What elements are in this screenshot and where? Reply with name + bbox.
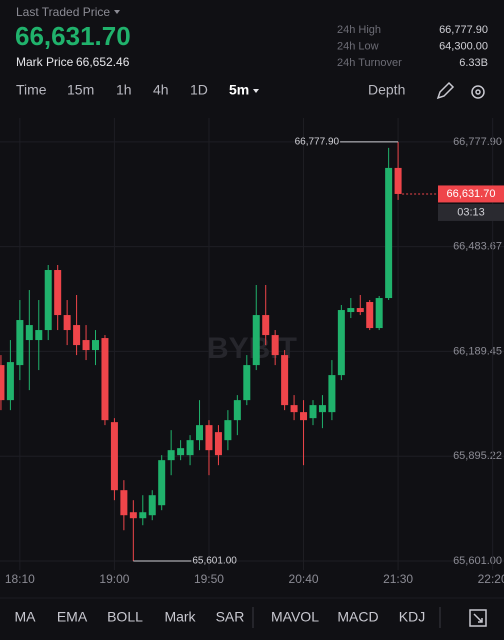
x-tick-label: 18:10	[5, 572, 35, 586]
candle-body	[385, 167, 393, 299]
candle-body	[6, 362, 14, 401]
fullscreen-icon[interactable]	[469, 609, 487, 627]
mark-price-label: Mark Price	[16, 55, 74, 69]
indicator-tab[interactable]: BOLL	[107, 609, 143, 625]
y-tick-label: 66,189.45	[453, 345, 502, 357]
candle-body	[224, 420, 232, 441]
y-tick-label: 65,601.00	[453, 555, 502, 567]
candle-body	[300, 412, 308, 421]
candle-body	[120, 490, 128, 516]
candle-body	[205, 425, 213, 451]
stat-value: 64,300.00	[439, 40, 488, 52]
countdown: 03:13	[457, 206, 485, 218]
settings-icon[interactable]	[471, 85, 485, 99]
x-tick-label: 19:50	[194, 572, 224, 586]
candle-body	[262, 315, 270, 336]
indicator-tab[interactable]: MAVOL	[271, 609, 319, 625]
interval-tab[interactable]: 1h	[116, 82, 132, 98]
settings-icon-center	[475, 89, 481, 95]
candle-body	[63, 315, 71, 331]
candle-body	[110, 422, 118, 491]
candle-body	[0, 365, 5, 401]
candle-body	[186, 440, 194, 456]
candle-body	[139, 512, 147, 519]
interval-tab[interactable]: 1D	[190, 82, 208, 98]
dropdown-arrow[interactable]	[253, 89, 259, 93]
indicator-tab[interactable]: KDJ	[399, 609, 425, 625]
candle-body	[366, 302, 374, 329]
interval-tab[interactable]: Time	[16, 82, 47, 98]
candle-body	[73, 325, 81, 346]
last-price-label: 66,631.70	[447, 188, 496, 200]
stats: 24h High 66,777.90 24h Low 64,300.00 24h Tur…	[337, 24, 488, 69]
candle-body	[177, 448, 185, 456]
candle-body	[271, 335, 279, 356]
candle-body	[290, 405, 298, 413]
candle-body	[92, 340, 100, 351]
candle-body	[394, 167, 402, 194]
y-tick-label: 66,777.90	[453, 136, 502, 148]
stat-label: 24h High	[337, 24, 381, 36]
x-tick-label: 20:40	[289, 572, 319, 586]
interval-tabs: Time 15m 1h 4h 1D 5m	[16, 82, 249, 98]
depth-tab[interactable]: Depth	[368, 82, 405, 98]
candle-body	[233, 400, 241, 421]
candle-body	[158, 460, 166, 506]
candle-body	[196, 425, 204, 441]
draw-icon[interactable]	[436, 81, 455, 100]
candle-body	[318, 405, 326, 413]
candle-body	[328, 375, 336, 413]
candle-body	[25, 325, 33, 341]
indicator-tab[interactable]: MACD	[337, 609, 378, 625]
candle-body	[214, 432, 222, 456]
stat-value: 66,777.90	[439, 24, 488, 36]
dropdown-arrow[interactable]	[114, 10, 120, 14]
candle-body	[281, 355, 289, 406]
last-price: 66,631.70	[15, 21, 131, 51]
countdown-tag	[438, 203, 504, 221]
extreme-label: 65,601.00	[192, 556, 237, 567]
candle-body	[148, 495, 156, 516]
last-price-tag	[438, 185, 504, 203]
interval-tab[interactable]: 15m	[67, 82, 94, 98]
indicator-tab[interactable]: SAR	[216, 609, 245, 625]
candle-body	[44, 270, 52, 331]
candle-body	[375, 298, 383, 329]
candle-body	[252, 315, 260, 366]
candle-body	[101, 338, 109, 421]
candle-body	[167, 450, 175, 461]
extreme-label: 66,777.90	[295, 137, 340, 148]
candle-body	[309, 405, 317, 419]
stat-value: 6.33B	[459, 57, 488, 69]
y-tick-label: 65,895.22	[453, 450, 502, 462]
last-traded-label[interactable]: Last Traded Price	[16, 5, 110, 19]
stat-label: 24h Low	[337, 40, 379, 52]
x-tick-label: 19:00	[99, 572, 129, 586]
indicator-bar: MA EMA BOLL Mark SAR MAVOL MACD KDJ	[15, 609, 426, 625]
interval-tab[interactable]: 4h	[153, 82, 169, 98]
x-tick-label: 22:20	[478, 572, 504, 586]
x-tick-label: 21:30	[383, 572, 413, 586]
y-tick-label: 66,483.67	[453, 241, 502, 253]
candle-body	[347, 308, 355, 313]
candle-body	[337, 310, 345, 376]
candle-body	[129, 512, 137, 519]
indicator-tab[interactable]: EMA	[57, 609, 88, 625]
candle-body	[82, 340, 90, 351]
candle-body	[54, 270, 62, 316]
interval-tab[interactable]: 5m	[229, 82, 249, 98]
candle-body	[35, 330, 43, 341]
candle-body	[356, 308, 364, 313]
candle-body	[16, 320, 24, 366]
indicator-tab[interactable]: MA	[15, 609, 37, 625]
candle-body	[243, 365, 251, 401]
chart: 66,777.90 66,483.67 66,189.45 65,895.22 65,6…	[0, 118, 504, 586]
stat-label: 24h Turnover	[337, 57, 402, 69]
mark-price: 66,652.46	[76, 55, 130, 69]
indicator-tab[interactable]: Mark	[164, 609, 196, 625]
